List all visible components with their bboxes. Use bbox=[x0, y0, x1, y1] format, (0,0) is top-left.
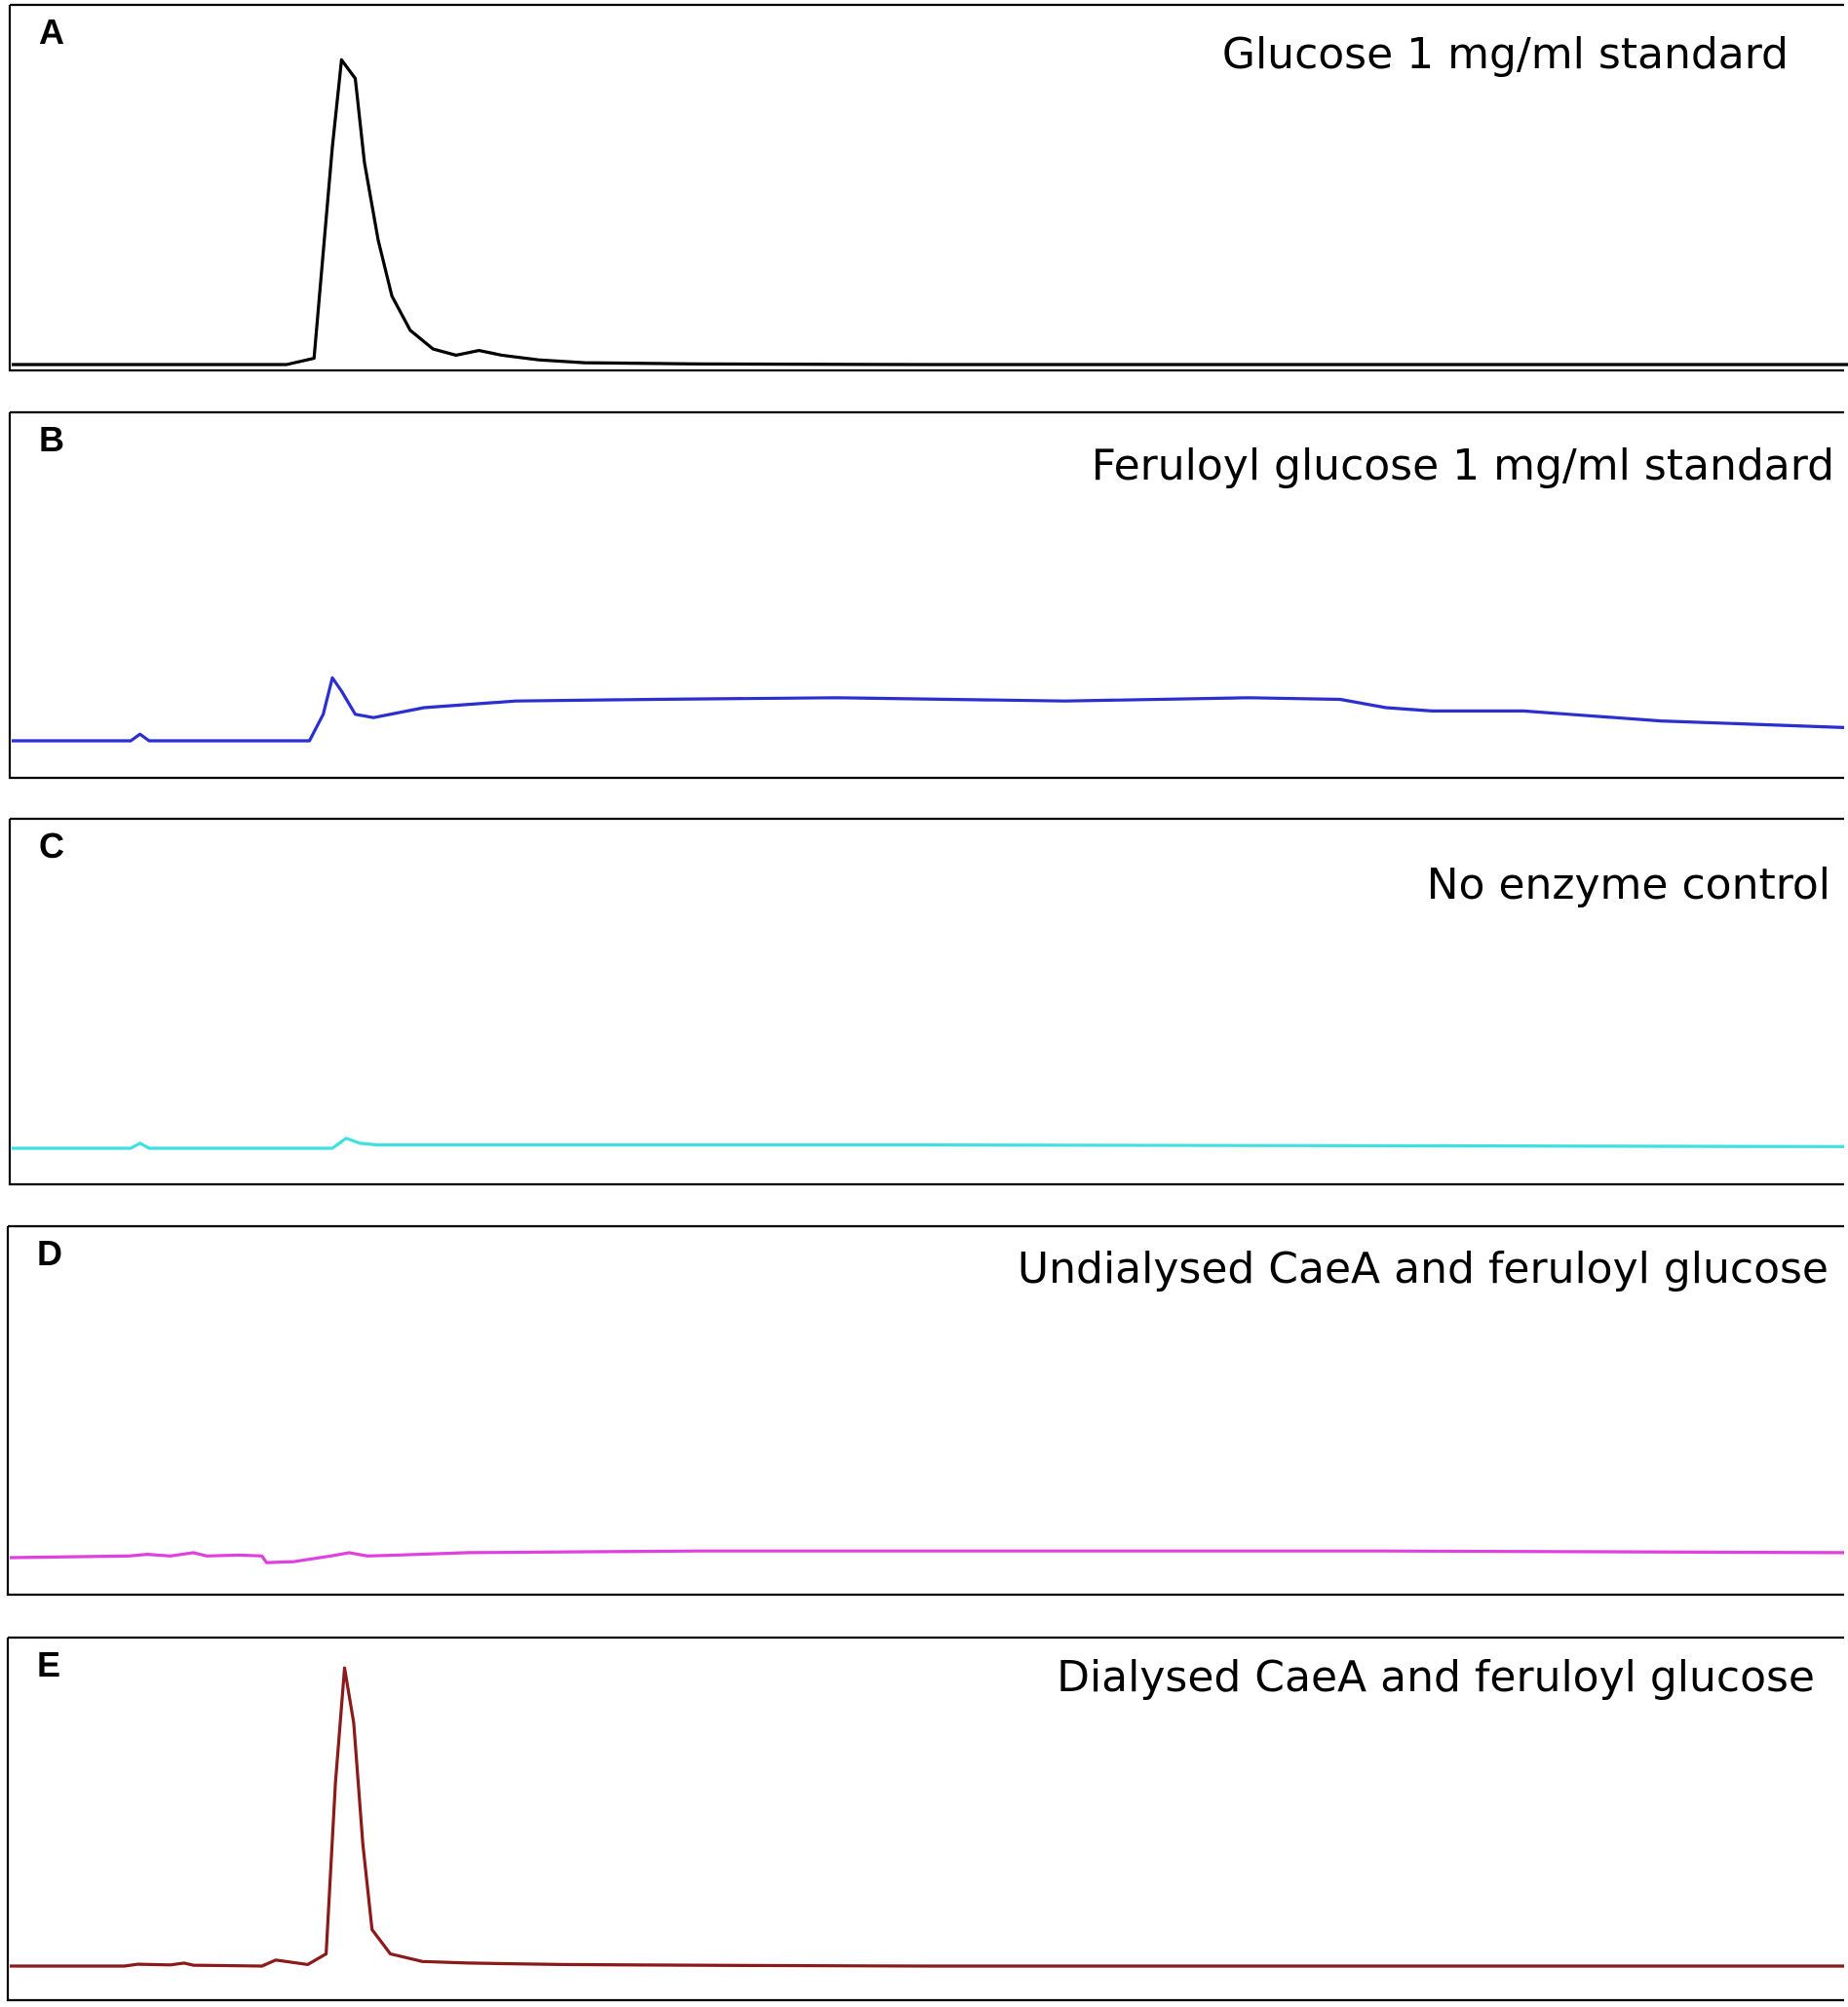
panel-d-label: D bbox=[37, 1233, 62, 1273]
panel-d-title: Undialysed CaeA and feruloyl glucose bbox=[1018, 1244, 1829, 1293]
panel-a-title: Glucose 1 mg/ml standard bbox=[1222, 29, 1789, 79]
panel-b-trace bbox=[12, 675, 1845, 743]
panel-c-title: No enzyme control bbox=[1427, 860, 1830, 909]
panel-e-trace bbox=[10, 1666, 1844, 1968]
panel-e-frame bbox=[6, 1636, 1844, 2002]
panel-a-label: A bbox=[39, 12, 64, 52]
panel-e: E Dialysed CaeA and feruloyl glucose bbox=[6, 1636, 1844, 2002]
panel-b-title: Feruloyl glucose 1 mg/ml standard bbox=[1092, 441, 1834, 490]
panel-c-frame bbox=[8, 817, 1844, 1186]
panel-e-title: Dialysed CaeA and feruloyl glucose bbox=[1057, 1652, 1815, 1702]
panel-e-label: E bbox=[37, 1644, 60, 1684]
panel-a-frame bbox=[8, 3, 1844, 372]
panel-d-trace bbox=[9, 1549, 1845, 1564]
panel-a: A Glucose 1 mg/ml standard bbox=[8, 3, 1848, 372]
panel-a-trace bbox=[12, 58, 1848, 367]
panel-b: B Feruloyl glucose 1 mg/ml standard bbox=[8, 410, 1845, 780]
panel-b-frame bbox=[8, 410, 1844, 780]
panel-b-label: B bbox=[39, 419, 64, 459]
panel-c-label: C bbox=[39, 826, 64, 866]
panel-d: D Undialysed CaeA and feruloyl glucose bbox=[6, 1224, 1845, 1597]
panel-d-frame bbox=[6, 1224, 1844, 1597]
panel-c: C No enzyme control bbox=[8, 817, 1845, 1186]
panel-c-trace bbox=[12, 1137, 1845, 1150]
